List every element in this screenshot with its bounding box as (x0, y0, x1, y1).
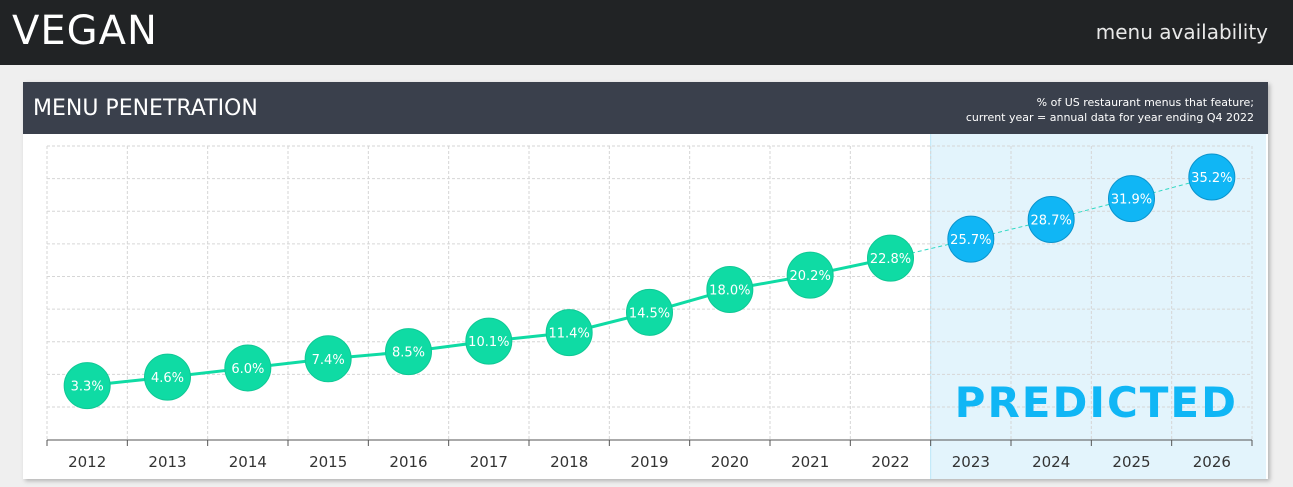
data-label: 8.5% (392, 346, 425, 361)
predicted-point (1108, 175, 1155, 223)
data-label: 11.4% (549, 327, 590, 342)
data-label: 14.5% (629, 306, 670, 321)
panel-note-line-2: current year = annual data for year endi… (965, 111, 1254, 124)
data-label: 6.0% (231, 362, 264, 377)
x-tick-label: 2023 (952, 453, 990, 471)
data-point (626, 288, 673, 336)
data-point (304, 335, 352, 383)
data-point (63, 362, 111, 410)
data-label: 28.7% (1031, 214, 1072, 229)
data-label: 7.4% (312, 353, 345, 368)
data-point (465, 317, 513, 365)
panel-note-line-1: % of US restaurant menus that feature; (1036, 96, 1254, 109)
data-label: 10.1% (468, 335, 509, 350)
panel-note: % of US restaurant menus that feature; c… (966, 95, 1254, 125)
chart-panel: MENU PENETRATION % of US restaurant menu… (23, 82, 1268, 479)
predicted-point (1188, 153, 1236, 201)
data-point (545, 309, 593, 357)
x-tick-label: 2024 (1032, 453, 1070, 471)
panel-header: MENU PENETRATION % of US restaurant menu… (23, 82, 1268, 134)
data-point (786, 251, 834, 299)
x-tick-label: 2020 (711, 453, 749, 471)
panel-title: MENU PENETRATION (33, 96, 258, 121)
x-tick-label: 2021 (791, 453, 829, 471)
data-label: 35.2% (1191, 171, 1232, 186)
x-tick-label: 2014 (229, 453, 267, 471)
data-label: 25.7% (950, 233, 991, 248)
data-label: 4.6% (151, 371, 184, 386)
x-tick-label: 2019 (630, 453, 668, 471)
x-tick-label: 2013 (148, 453, 186, 471)
predicted-point (947, 215, 995, 263)
x-tick-label: 2022 (871, 453, 909, 471)
data-point (385, 328, 432, 376)
data-point (706, 265, 754, 313)
data-label: 18.0% (709, 283, 750, 298)
data-label: 3.3% (71, 380, 104, 395)
data-point (867, 234, 914, 282)
predicted-label: PREDICTED (955, 378, 1238, 427)
x-tick-label: 2012 (68, 453, 106, 471)
x-tick-label: 2015 (309, 453, 347, 471)
data-point (144, 353, 191, 401)
x-tick-label: 2017 (470, 453, 508, 471)
line-chart: PREDICTED 2012 2013 2014 2015 2016 2017 2018 201… (46, 134, 1266, 479)
x-tick-label: 2025 (1112, 453, 1150, 471)
page-subtitle: menu availability (1095, 20, 1268, 44)
x-tick-label: 2016 (389, 453, 427, 471)
data-label: 22.8% (870, 252, 911, 267)
data-label: 20.2% (790, 269, 831, 284)
data-point (224, 344, 272, 392)
predicted-point (1027, 196, 1075, 244)
top-bar: VEGAN menu availability (0, 0, 1293, 65)
page-title: VEGAN (12, 8, 158, 54)
data-label: 31.9% (1111, 193, 1152, 208)
x-tick-label: 2026 (1193, 453, 1231, 471)
x-tick-label: 2018 (550, 453, 588, 471)
